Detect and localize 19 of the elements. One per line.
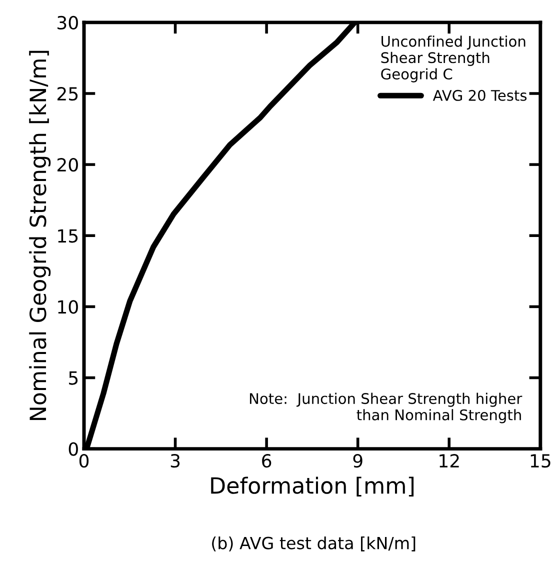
text: (b) AVG test data [kN/m] bbox=[212, 536, 416, 552]
x-axis-title: Deformation [mm] bbox=[211, 476, 414, 497]
legend-title: Unconfined Junction Shear Strength Geogrid C bbox=[381, 36, 526, 82]
y-tick-label: 15 bbox=[58, 229, 78, 243]
x-tick-label: 15 bbox=[530, 454, 550, 468]
legend-label: AVG 20 Tests bbox=[432, 90, 527, 101]
x-tick-label: 6 bbox=[262, 454, 272, 468]
y-tick-label: 25 bbox=[57, 86, 78, 101]
y-tick-label: 20 bbox=[57, 158, 78, 172]
y-tick-label: 30 bbox=[58, 16, 78, 30]
x-tick-label: 9 bbox=[353, 454, 362, 468]
y-tick-label: 10 bbox=[58, 300, 78, 314]
x-tick-label: 0 bbox=[79, 454, 89, 468]
annotation: Note: Junction Shear Strength higher than Nominal Strength bbox=[250, 392, 522, 424]
x-tick-label: 3 bbox=[170, 454, 180, 468]
y-axis-title: Nominal Geogrid Strength [kN/m] bbox=[29, 50, 51, 420]
x-tick-label: 12 bbox=[440, 454, 459, 468]
y-tick-label: 0 bbox=[68, 442, 78, 456]
y-tick-label: 5 bbox=[69, 371, 78, 385]
